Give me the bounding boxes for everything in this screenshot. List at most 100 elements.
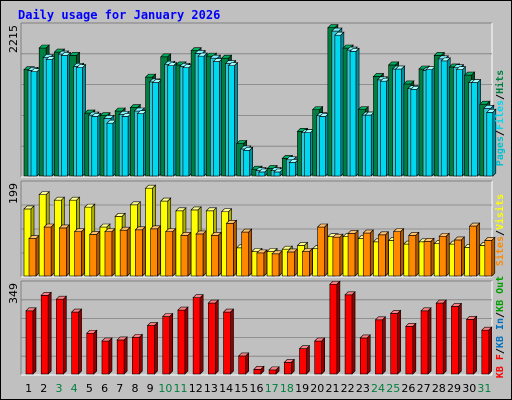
bar-pages-day-14-face [228, 65, 235, 177]
day-label-29: 29 [447, 382, 461, 395]
bar-sites-day-28-side [445, 232, 450, 277]
bar-kbf-day-5-face [86, 332, 95, 375]
bar-kbf-day-10-face [162, 316, 171, 375]
bar-pages-day-11 [182, 63, 193, 177]
bar-pages-day-5-face [91, 116, 99, 177]
bar-pages-day-4 [75, 63, 87, 177]
bar-kbf-day-26 [405, 322, 417, 375]
day-label-13: 13 [204, 382, 218, 395]
day-label-10: 10 [158, 382, 172, 395]
bar-pages-day-22 [349, 47, 360, 177]
bar-sites-day-14-side [233, 219, 237, 277]
bar-sites-day-15-side [248, 228, 253, 277]
bar-sites-day-30-side [476, 222, 480, 277]
bar-pages-day-29-face [456, 69, 463, 177]
bar-sites-day-26 [408, 231, 420, 277]
bar-sites-day-25-face [393, 231, 401, 277]
bar-sites-day-20-side [324, 223, 328, 277]
bar-pages-day-13-face [213, 61, 220, 177]
bar-pages-day-26 [410, 85, 421, 177]
bar-pages-day-9-face [152, 82, 159, 177]
day-label-12: 12 [189, 382, 203, 395]
bar-kbf-day-23 [359, 334, 371, 375]
bar-kbf-day-17-side [275, 366, 280, 375]
day-label-24: 24 [371, 382, 385, 395]
bar-sites-day-22 [347, 229, 359, 277]
bar-sites-day-2 [43, 223, 55, 277]
day-label-19: 19 [295, 382, 309, 395]
bar-kbf-day-8 [131, 333, 144, 375]
bar-sites-day-4-side [81, 227, 85, 277]
bar-sites-day-24-face [378, 234, 386, 277]
bar-pages-day-11-face [182, 67, 190, 177]
bar-kbf-day-1 [25, 307, 37, 375]
bar-sites-day-24 [377, 231, 390, 277]
bar-kbf-day-9-face [147, 325, 155, 375]
day-label-6: 6 [101, 382, 108, 395]
legend-item-kb-in: KB In [495, 318, 506, 348]
bar-pages-day-3 [60, 51, 72, 177]
legend-separator: / [495, 348, 506, 354]
bar-sites-day-14-face [226, 222, 234, 277]
bar-kbf-day-11-side [184, 306, 189, 375]
bar-kbf-day-13 [207, 299, 220, 375]
bar-sites-day-26-face [408, 235, 417, 277]
bar-sites-day-11-side [187, 231, 192, 277]
bar-kbf-day-6-face [101, 340, 110, 375]
bar-kbf-day-2-face [40, 295, 49, 375]
bar-pages-day-21 [334, 31, 345, 177]
bar-kbf-day-6 [101, 337, 113, 375]
bar-kbf-day-24-face [375, 319, 383, 375]
bar-pages-day-19-face [304, 132, 311, 177]
bar-pages-day-25-face [395, 68, 402, 177]
bar-kbf-day-25-face [390, 313, 398, 375]
bar-kbf-day-12-face [192, 297, 201, 375]
bar-kbf-day-22-face [344, 294, 353, 375]
bar-pages-day-21-face [334, 34, 342, 177]
bar-sites-day-20 [316, 223, 329, 277]
day-label-15: 15 [234, 382, 248, 395]
bar-kbf-day-26-side [412, 322, 417, 375]
bar-kbf-day-14-face [223, 311, 231, 375]
y-max-label: 2215 [7, 25, 20, 53]
legend-item-kb-f: KB F [495, 354, 506, 378]
day-label-3: 3 [55, 382, 62, 395]
bar-kbf-day-7-side [123, 336, 128, 375]
bar-pages-day-15 [242, 146, 254, 177]
bar-sites-day-13 [210, 231, 223, 277]
bar-sites-day-27-face [423, 241, 432, 277]
bar-sites-day-13-side [218, 231, 222, 277]
bar-kbf-day-25 [389, 309, 402, 375]
bar-pages-day-2 [45, 55, 56, 177]
bar-kbf-day-4 [70, 308, 83, 375]
bar-sites-day-28 [438, 232, 450, 277]
bar-kbf-day-14-side [230, 308, 234, 375]
bar-sites-day-18-side [293, 248, 298, 277]
day-label-2: 2 [40, 382, 47, 395]
legend-top: Pages/Files/Hits [494, 70, 506, 166]
bar-kbf-day-13-face [208, 302, 216, 375]
bar-sites-day-28-face [438, 235, 447, 277]
legend-item-files: Files [494, 100, 506, 130]
day-label-21: 21 [325, 382, 339, 395]
bar-kbf-day-4-face [71, 311, 79, 375]
bar-sites-day-17 [271, 250, 283, 277]
bar-sites-day-12-side [202, 230, 207, 277]
bar-kbf-day-17-face [268, 369, 277, 375]
bar-kbf-day-22-side [351, 291, 356, 375]
bar-sites-day-14 [225, 219, 238, 277]
bar-kbf-day-1-face [25, 310, 34, 375]
bar-kbf-day-16 [253, 365, 265, 375]
bar-pages-day-1 [30, 67, 41, 177]
bar-sites-day-12 [195, 230, 207, 277]
bar-sites-day-19-side [309, 247, 313, 277]
day-label-25: 25 [386, 382, 400, 395]
bar-kbf-day-21-side [336, 280, 341, 375]
bar-sites-day-24-side [385, 231, 389, 277]
bar-kbf-day-10-side [169, 312, 174, 375]
bar-sites-day-3-side [66, 224, 70, 277]
bar-pages-day-23 [364, 111, 375, 177]
bar-sites-day-31 [484, 236, 496, 277]
bar-pages-day-12-face [197, 55, 205, 177]
bar-pages-day-24 [379, 77, 391, 177]
